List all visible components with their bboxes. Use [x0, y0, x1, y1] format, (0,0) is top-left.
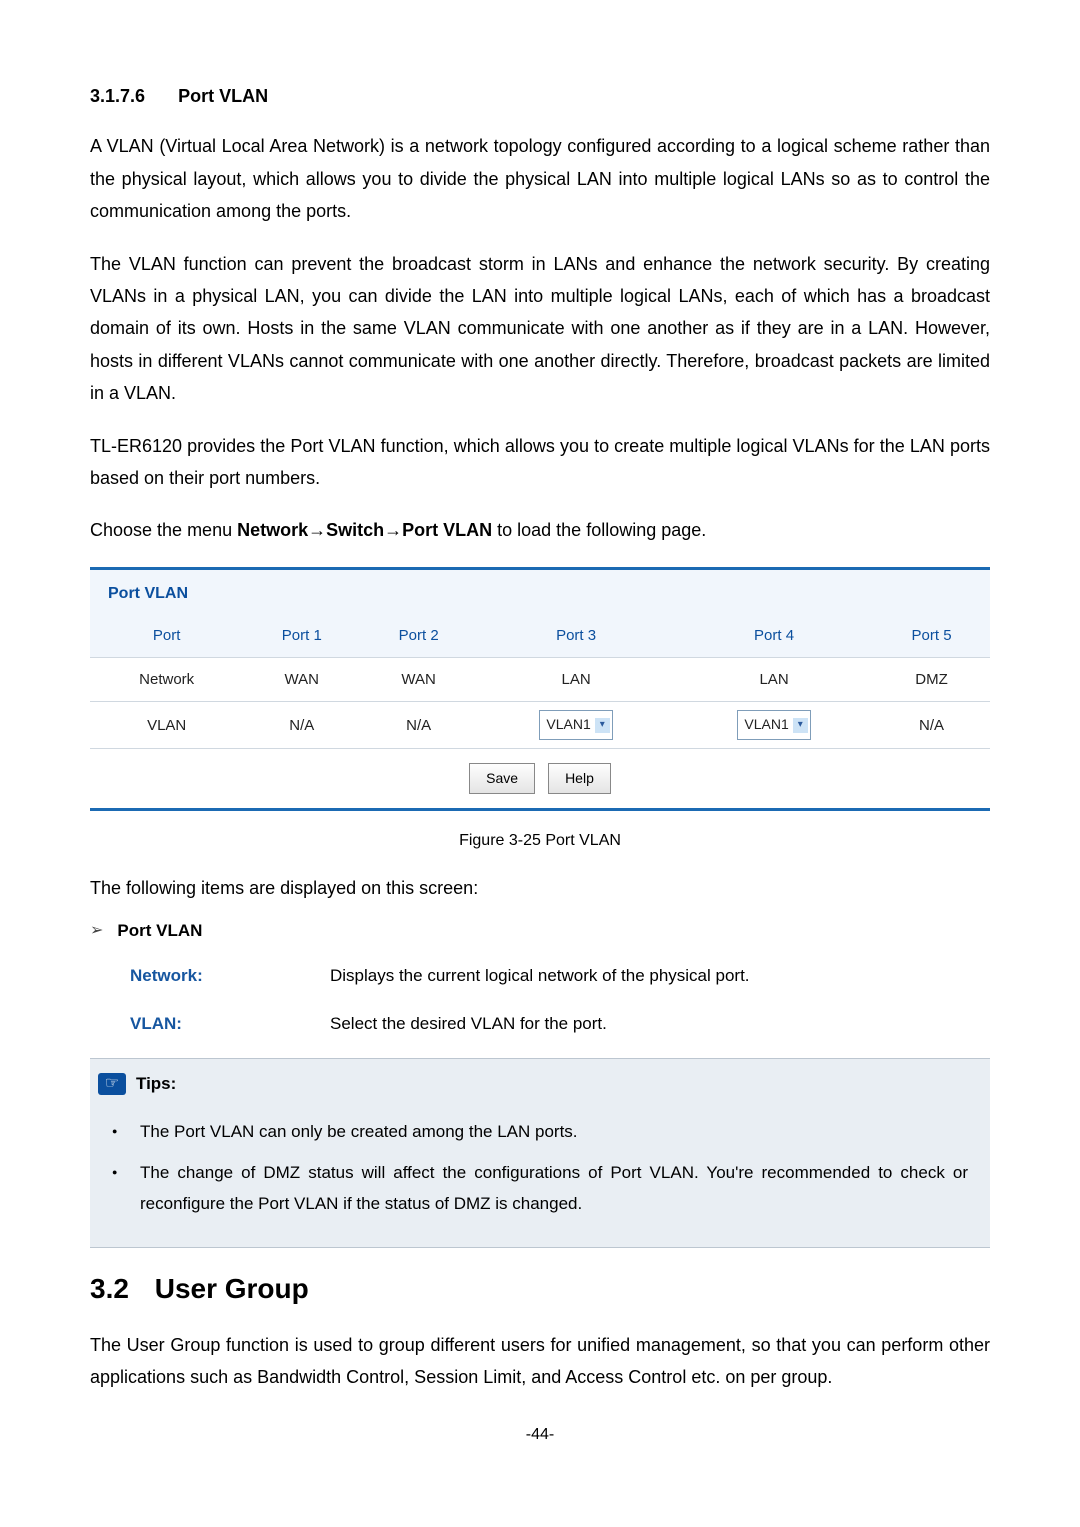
major-number: 3.2 [90, 1273, 129, 1304]
section-number: 3.1.7.6 [90, 80, 145, 112]
paragraph-3: TL-ER6120 provides the Port VLAN functio… [90, 430, 990, 495]
p4-post: to load the following page. [492, 520, 706, 540]
vlan-port3-cell: VLAN1 ▾ [477, 702, 675, 748]
term-vlan: VLAN: [130, 1009, 330, 1040]
definition-network: Network: Displays the current logical ne… [130, 961, 990, 992]
tip-item-1: The Port VLAN can only be created among … [112, 1117, 968, 1148]
table-button-row: Save Help [90, 748, 990, 808]
paragraph-4: Choose the menu Network→Switch→Port VLAN… [90, 514, 990, 546]
col-port4: Port 4 [675, 614, 873, 658]
body-network: Displays the current logical network of … [330, 961, 750, 992]
tip-item-2: The change of DMZ status will affect the… [112, 1158, 968, 1219]
network-port2: WAN [360, 658, 477, 702]
hand-point-icon: ☞ [98, 1073, 126, 1095]
paragraph-1: A VLAN (Virtual Local Area Network) is a… [90, 130, 990, 227]
row-label-network: Network [90, 658, 243, 702]
chevron-down-icon: ▾ [595, 718, 610, 733]
major-title: User Group [155, 1273, 309, 1304]
tips-head: ☞ Tips: [90, 1069, 990, 1108]
section-heading: 3.1.7.6 Port VLAN [90, 80, 990, 112]
subhead-row: ➢ Port VLAN [90, 916, 990, 947]
page-number: -44- [90, 1421, 990, 1450]
table-title: Port VLAN [90, 570, 990, 615]
row-label-vlan: VLAN [90, 702, 243, 748]
tips-box: ☞ Tips: The Port VLAN can only be create… [90, 1058, 990, 1248]
vlan-port4-dropdown[interactable]: VLAN1 ▾ [737, 710, 810, 739]
chevron-right-icon: ➢ [90, 917, 103, 946]
col-port2: Port 2 [360, 614, 477, 658]
col-port3: Port 3 [477, 614, 675, 658]
network-port5: DMZ [873, 658, 990, 702]
major-body: The User Group function is used to group… [90, 1329, 990, 1394]
save-button[interactable]: Save [469, 763, 535, 794]
network-port4: LAN [675, 658, 873, 702]
network-port3: LAN [477, 658, 675, 702]
section-title: Port VLAN [178, 86, 268, 106]
vlan-port4-value: VLAN1 [744, 712, 788, 737]
col-port5: Port 5 [873, 614, 990, 658]
table-row-network: Network WAN WAN LAN LAN DMZ [90, 658, 990, 702]
subhead-port-vlan: Port VLAN [117, 916, 202, 947]
figure-caption: Figure 3-25 Port VLAN [90, 827, 990, 856]
body-vlan: Select the desired VLAN for the port. [330, 1009, 607, 1040]
vlan-port3-dropdown[interactable]: VLAN1 ▾ [539, 710, 612, 739]
table-header-row: Port Port 1 Port 2 Port 3 Port 4 Port 5 [90, 614, 990, 658]
term-network: Network: [130, 961, 330, 992]
help-button[interactable]: Help [548, 763, 611, 794]
vlan-port2: N/A [360, 702, 477, 748]
paragraph-5: The following items are displayed on thi… [90, 872, 990, 904]
table-row-vlan: VLAN N/A N/A VLAN1 ▾ VLAN1 ▾ N/A [90, 702, 990, 748]
vlan-port5: N/A [873, 702, 990, 748]
paragraph-2: The VLAN function can prevent the broadc… [90, 248, 990, 410]
vlan-port1: N/A [243, 702, 360, 748]
network-port1: WAN [243, 658, 360, 702]
col-port: Port [90, 614, 243, 658]
vlan-port3-value: VLAN1 [546, 712, 590, 737]
col-port1: Port 1 [243, 614, 360, 658]
port-vlan-table: Port VLAN Port Port 1 Port 2 Port 3 Port… [90, 567, 990, 811]
tips-label: Tips: [136, 1069, 176, 1100]
major-section-heading: 3.2 User Group [90, 1264, 990, 1314]
vlan-table: Port Port 1 Port 2 Port 3 Port 4 Port 5 … [90, 614, 990, 747]
tips-list: The Port VLAN can only be created among … [90, 1117, 990, 1219]
p4-pre: Choose the menu [90, 520, 237, 540]
p4-bold: Network→Switch→Port VLAN [237, 520, 492, 540]
definition-vlan: VLAN: Select the desired VLAN for the po… [130, 1009, 990, 1040]
vlan-port4-cell: VLAN1 ▾ [675, 702, 873, 748]
chevron-down-icon: ▾ [793, 718, 808, 733]
